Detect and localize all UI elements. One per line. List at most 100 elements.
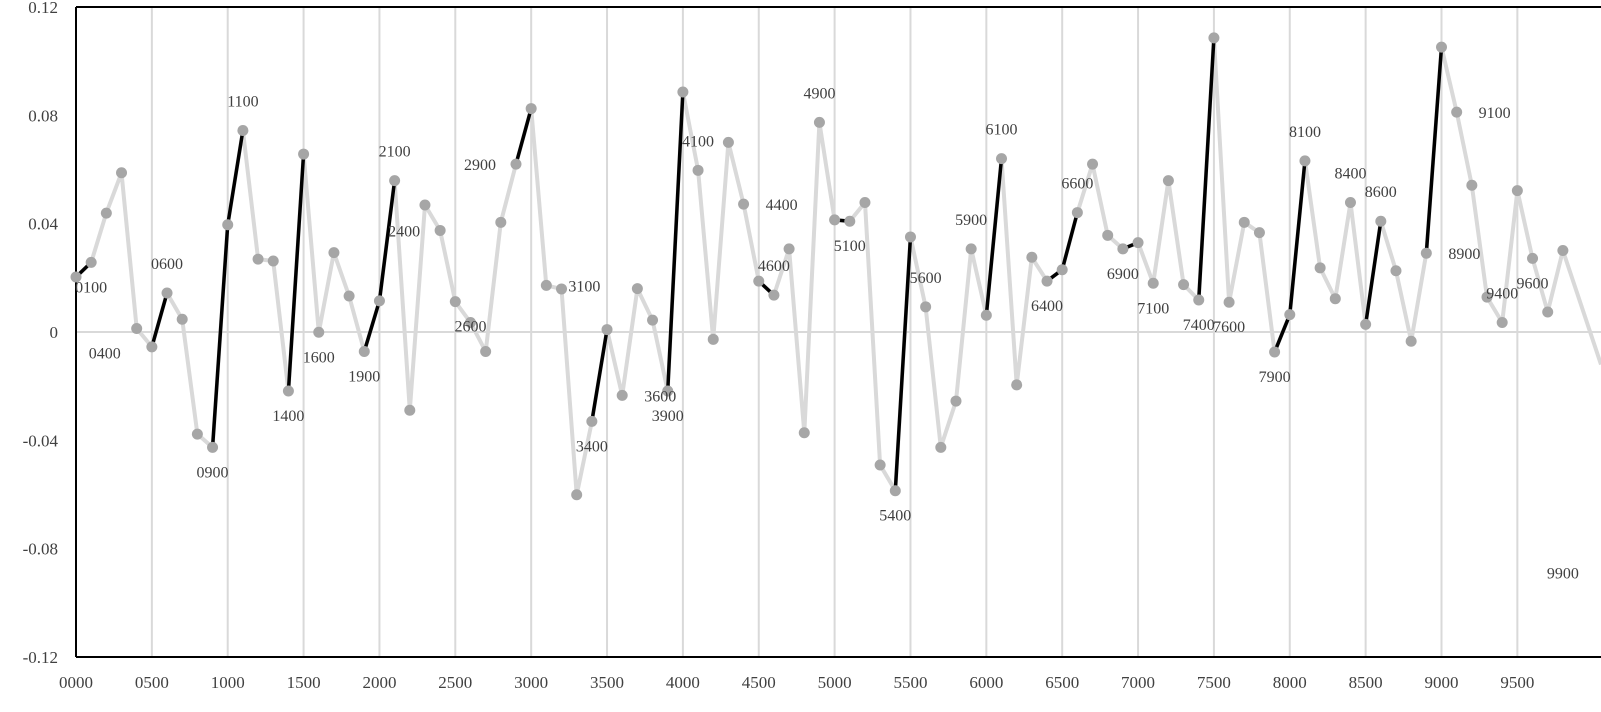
data-point — [1360, 318, 1372, 330]
highlight-segment — [1060, 210, 1080, 272]
x-tick-label: 2000 — [362, 673, 396, 692]
data-label: 3900 — [652, 408, 684, 425]
data-label: 9900 — [1547, 566, 1579, 583]
data-point — [1041, 275, 1053, 287]
data-point — [449, 296, 461, 308]
data-point — [1542, 306, 1554, 318]
highlight-segment — [893, 235, 913, 493]
tick-labels: 0000 0500 1000 1500 2000 2500 3000 3500 4000 4500… — [23, 0, 1535, 692]
data-point — [1527, 252, 1539, 264]
data-label: 0400 — [89, 345, 121, 362]
data-point — [100, 207, 112, 219]
data-point — [980, 309, 992, 321]
data-label: 1900 — [348, 369, 380, 386]
data-point — [1481, 291, 1493, 303]
data-label: 9100 — [1479, 105, 1511, 122]
axes — [75, 6, 1601, 658]
data-point — [191, 428, 203, 440]
series-tail — [1560, 249, 1601, 366]
data-label: 5900 — [955, 212, 987, 229]
series-polyline — [74, 35, 1565, 497]
highlight-segment — [1424, 45, 1444, 255]
data-point — [267, 255, 279, 267]
data-point — [844, 215, 856, 227]
data-point — [616, 389, 628, 401]
highlight-segment — [225, 128, 245, 227]
data-label: 1400 — [272, 408, 304, 425]
data-point — [692, 164, 704, 176]
data-point — [1405, 335, 1417, 347]
data-point — [70, 271, 82, 283]
data-point — [1117, 243, 1129, 255]
data-point — [1208, 32, 1220, 44]
data-label: 4600 — [758, 258, 790, 275]
data-point — [131, 322, 143, 334]
data-point — [1299, 155, 1311, 167]
data-point — [707, 333, 719, 345]
data-point — [753, 275, 765, 287]
data-point — [935, 441, 947, 453]
x-tick-label: 8000 — [1273, 673, 1307, 692]
x-tick-label: 7000 — [1121, 673, 1155, 692]
data-point — [1436, 41, 1447, 53]
data-point — [1056, 264, 1068, 276]
data-point — [434, 224, 446, 236]
x-tick-label: 0500 — [135, 673, 169, 692]
data-label: 2400 — [388, 223, 420, 240]
data-point — [343, 290, 355, 302]
data-point — [480, 346, 492, 357]
data-point — [1238, 216, 1250, 228]
x-tick-label: 6000 — [969, 673, 1003, 692]
data-label: 7400 — [1183, 317, 1215, 334]
highlight-segment — [665, 90, 685, 393]
data-point — [859, 197, 871, 209]
x-tick-label: 1500 — [287, 673, 321, 692]
data-label: 2100 — [379, 144, 411, 161]
data-point — [1344, 197, 1356, 209]
data-label: 6600 — [1061, 176, 1093, 193]
data-label: 7600 — [1213, 319, 1245, 336]
y-tick-label: -0.04 — [23, 431, 59, 450]
data-point — [358, 346, 370, 357]
data-point — [176, 313, 188, 325]
x-tick-label: 2500 — [438, 673, 472, 692]
data-label: 3600 — [644, 388, 676, 405]
data-point — [419, 199, 431, 211]
y-tick-label: 0.04 — [28, 215, 58, 234]
data-point — [965, 243, 977, 255]
highlight-segment — [1272, 312, 1292, 354]
data-point — [1102, 229, 1114, 241]
data-point — [1420, 247, 1432, 259]
data-label: 8900 — [1448, 246, 1480, 263]
data-label: 8600 — [1365, 184, 1397, 201]
data-point — [1496, 317, 1508, 329]
data-point — [373, 295, 385, 307]
highlight-segment — [1288, 159, 1307, 317]
data-point — [1026, 251, 1038, 263]
data-label: 6400 — [1031, 298, 1063, 315]
data-point — [1132, 237, 1144, 249]
data-point — [571, 489, 583, 501]
data-point — [738, 198, 750, 210]
data-label: 3100 — [568, 278, 600, 295]
data-labels: 0100 0400 0600 0900 1100 1400 1600 1900 2100 2400… — [75, 85, 1579, 582]
highlight-segment — [286, 152, 306, 393]
data-point — [1223, 296, 1235, 308]
highlight-segment — [377, 178, 397, 303]
data-point — [404, 404, 416, 416]
data-point — [783, 243, 795, 255]
series-line — [74, 35, 1601, 497]
data-label: 5600 — [910, 270, 942, 287]
data-point — [116, 167, 128, 179]
data-point — [722, 136, 734, 148]
x-tick-label: 9500 — [1500, 673, 1534, 692]
y-tick-label: 0.12 — [28, 0, 58, 17]
data-point — [1466, 179, 1478, 191]
data-point — [556, 283, 568, 295]
data-point — [161, 287, 173, 299]
data-label: 9400 — [1486, 286, 1518, 303]
data-label: 6100 — [986, 122, 1018, 139]
data-point — [252, 253, 264, 265]
x-tick-label: 4500 — [742, 673, 776, 692]
